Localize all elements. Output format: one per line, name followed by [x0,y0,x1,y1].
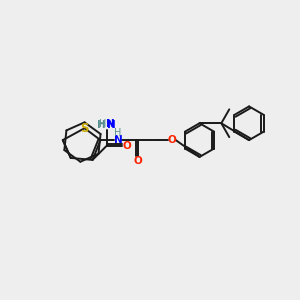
Text: S: S [80,122,89,135]
Text: N: N [106,119,115,129]
Text: O: O [123,141,132,151]
Text: H: H [114,128,121,138]
Text: O: O [134,156,142,166]
Text: H: H [97,120,106,130]
Text: N: N [114,135,123,145]
Text: O: O [167,135,176,145]
Text: H: H [99,119,106,129]
Text: N: N [107,120,116,130]
